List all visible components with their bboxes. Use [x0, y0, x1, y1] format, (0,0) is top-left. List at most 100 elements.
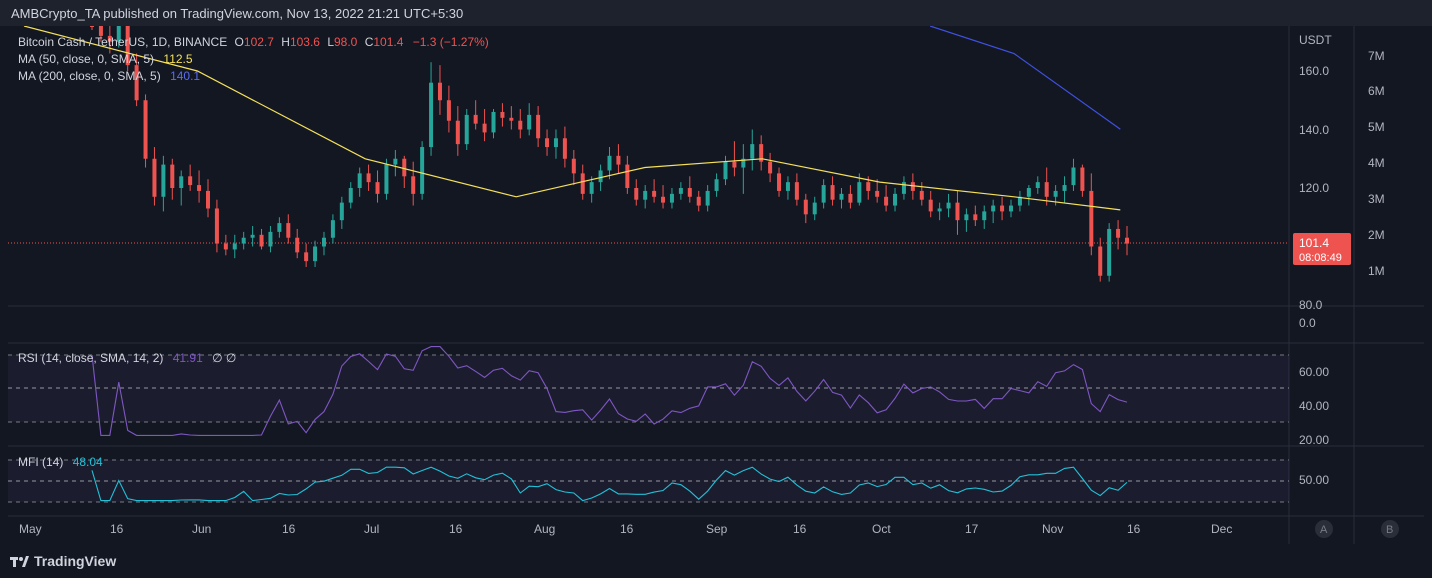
candle-body [616, 155, 621, 165]
candle-body [384, 164, 389, 194]
last-price-value: 101.4 [1299, 236, 1329, 250]
time-tick: 16 [793, 522, 807, 536]
open-label: O [235, 35, 244, 49]
candle-body [134, 65, 139, 101]
candle-body [785, 182, 790, 191]
candle-body [714, 179, 719, 191]
time-tick: Jun [192, 522, 211, 536]
close-value: 101.4 [373, 35, 403, 49]
candle-body [857, 182, 862, 203]
time-tick: Oct [872, 522, 891, 536]
candle-body [188, 176, 193, 186]
candle-body [295, 237, 300, 253]
mfi-value: 48.04 [73, 455, 103, 469]
mfi-legend[interactable]: MFI (14) 48.04 [18, 455, 103, 469]
candle-body [812, 202, 817, 215]
candle-body [339, 202, 344, 221]
high-label: H [281, 35, 290, 49]
candle-body [964, 214, 969, 221]
candle-body [152, 158, 157, 197]
candle-body [107, 35, 112, 42]
price-tick: 80.0 [1299, 298, 1323, 312]
candle-body [910, 182, 915, 191]
candle-body [464, 114, 469, 145]
candle-body [330, 220, 335, 238]
candle-body [214, 208, 219, 244]
log-scale-label: B [1386, 524, 1393, 536]
candle-body [1026, 188, 1031, 197]
low-label: L [327, 35, 334, 49]
candle-body [705, 190, 710, 206]
candle-body [90, 26, 94, 27]
candle-body [179, 176, 184, 188]
candle-body [429, 82, 434, 148]
candle-body [768, 161, 773, 174]
candle-body [580, 173, 585, 194]
candle-body [536, 114, 541, 139]
price-axis-unit: USDT [1299, 33, 1332, 47]
rsi-tick: 40.00 [1299, 399, 1329, 413]
ma200-label: MA (200, close, 0, SMA, 5) [18, 69, 161, 83]
countdown-value: 08:08:49 [1299, 252, 1342, 264]
rsi-pane[interactable] [8, 344, 1289, 444]
candle-body [1062, 185, 1067, 191]
candle-body [669, 193, 674, 203]
ma50-legend[interactable]: MA (50, close, 0, SMA, 5) 112.5 [18, 52, 193, 66]
candle-body [223, 243, 228, 250]
candle-body [321, 237, 326, 247]
candle-body [277, 223, 282, 232]
rsi-tick: 20.00 [1299, 433, 1329, 447]
low-value: 98.0 [334, 35, 358, 49]
ma200-line [929, 26, 1121, 130]
candle-body [268, 231, 273, 247]
ma50-line [23, 26, 1121, 211]
time-tick: 17 [965, 522, 979, 536]
rsi-tick: 60.00 [1299, 365, 1329, 379]
volume-tick: 7M [1368, 49, 1385, 63]
price-pane[interactable] [8, 26, 1289, 336]
rsi-na: ∅ ∅ [212, 351, 236, 365]
candle-body [1098, 246, 1103, 276]
candle-body [553, 138, 558, 148]
candle-body [286, 223, 291, 238]
candle-body [357, 173, 362, 188]
auto-scale-button[interactable] [1315, 520, 1333, 538]
candle-body [509, 117, 514, 121]
time-tick: Aug [534, 522, 555, 536]
candle-body [232, 243, 237, 250]
candle-body [98, 26, 103, 36]
ma200-legend[interactable]: MA (200, close, 0, SMA, 5) 140.1 [18, 69, 200, 83]
time-axis[interactable]: May 16 Jun 16 Jul 16 Aug 16 Sep 16 Oct 1… [19, 522, 1232, 536]
open-value: 102.7 [244, 35, 274, 49]
publisher-bar: AMBCrypto_TA published on TradingView.co… [0, 0, 1432, 26]
candle-body [723, 161, 728, 180]
candle-body [821, 185, 826, 203]
candle-body [1044, 182, 1049, 197]
rsi-legend[interactable]: RSI (14, close, SMA, 14, 2) 41.91 ∅ ∅ [18, 351, 236, 365]
volume-tick: 3M [1368, 192, 1385, 206]
symbol-legend[interactable]: Bitcoin Cash / TetherUS, 1D, BINANCE O10… [18, 35, 489, 49]
candle-body [607, 155, 612, 171]
candle-series [90, 26, 1129, 282]
candle-body [839, 193, 844, 200]
last-price-label [1293, 233, 1351, 265]
publisher-text: AMBCrypto_TA published on TradingView.co… [11, 6, 464, 21]
candle-body [241, 237, 246, 244]
candle-body [919, 190, 924, 200]
candle-body [830, 185, 835, 200]
time-tick: Nov [1042, 522, 1063, 536]
candle-body [473, 114, 478, 124]
log-scale-button[interactable] [1381, 520, 1399, 538]
candle-body [313, 246, 318, 262]
rsi-label: RSI (14, close, SMA, 14, 2) [18, 351, 163, 365]
candle-body [571, 158, 576, 174]
candle-body [161, 164, 166, 197]
candle-body [955, 202, 960, 221]
time-tick: 16 [110, 522, 124, 536]
candle-body [393, 158, 398, 165]
candle-body [1080, 167, 1085, 191]
candle-body [687, 188, 692, 197]
candle-body [973, 214, 978, 221]
candle-body [527, 114, 532, 130]
candle-body [901, 182, 906, 194]
